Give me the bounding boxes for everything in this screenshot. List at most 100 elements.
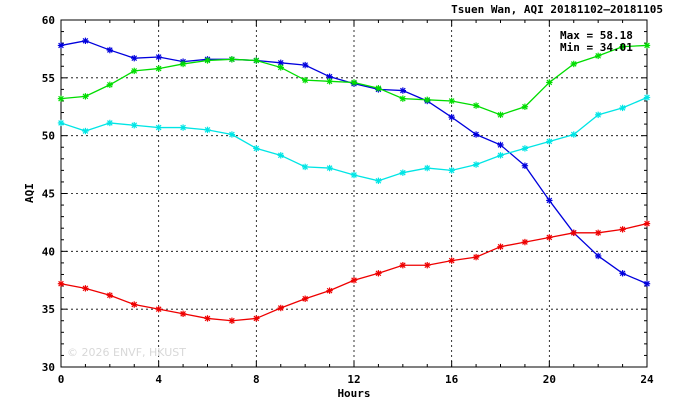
data-point [106,81,114,88]
data-point [57,119,65,127]
data-point [497,111,504,119]
data-point [570,229,577,237]
data-point [277,64,284,71]
data-point [131,67,138,75]
data-point [179,60,187,68]
data-point [375,270,382,277]
data-point [228,131,236,138]
y-tick-label: 50 [42,130,55,143]
data-point [448,113,455,121]
data-point [326,73,333,80]
data-point [253,145,260,152]
data-point [472,161,480,168]
data-point [594,111,602,119]
data-point [82,93,89,100]
data-point [253,57,260,64]
data-point [619,43,626,50]
x-tick-label: 24 [640,373,654,386]
data-point [619,226,626,233]
data-point [155,305,162,313]
data-point [472,253,480,261]
data-point [301,163,309,171]
y-tick-label: 35 [42,303,55,316]
data-point [106,119,114,127]
x-tick-labels: 0 4 8 12 16 20 24 [58,373,654,386]
x-tick-label: 0 [58,373,65,386]
data-point [57,280,65,287]
data-point [350,171,358,179]
data-point [594,229,602,237]
data-point [155,124,162,131]
data-point [301,61,309,69]
data-point [619,104,626,112]
y-tick-labels: 30 35 40 45 50 55 60 [42,14,55,374]
series-2 [57,94,651,184]
data-point [521,162,529,169]
data-point [131,122,138,129]
data-point [546,197,553,204]
data-point [106,292,114,299]
data-point [521,145,529,152]
data-point [204,57,211,64]
x-axis-title: Hours [337,387,370,400]
series-3 [57,220,651,324]
data-point [204,315,211,322]
data-point [521,238,529,246]
data-point [155,65,162,72]
y-tick-label: 45 [42,188,55,201]
data-point [570,131,577,138]
data-point [155,53,162,61]
y-tick-label: 30 [42,361,55,374]
data-point [399,95,407,102]
data-point [375,85,382,92]
x-tick-label: 16 [445,373,459,386]
data-point [546,138,553,145]
x-tick-label: 8 [253,373,260,386]
data-point [472,131,480,138]
y-tick-label: 60 [42,14,55,27]
data-point [619,270,626,277]
data-point [326,164,333,172]
data-point [424,96,431,104]
x-tick-label: 12 [347,373,360,386]
data-point [643,42,651,49]
series-line [60,96,648,182]
data-point [228,56,236,63]
data-point [643,280,651,287]
data-point [497,141,504,149]
data-point [57,42,65,49]
series-group [57,37,651,324]
data-point [350,277,358,284]
data-point [448,97,455,105]
y-tick-label: 55 [42,72,55,85]
data-point [57,95,65,102]
chart-title: Tsuen Wan, AQI 20181102—20181105 [451,3,663,16]
data-point [570,60,577,68]
data-point [82,37,89,45]
data-point [399,87,407,94]
data-point [106,46,114,54]
data-point [643,220,651,227]
data-point [497,243,504,250]
max-label: Max = 58.18 [560,29,633,42]
data-point [594,52,602,60]
data-point [375,177,382,184]
data-point [301,295,309,302]
data-point [82,285,89,292]
data-point [253,315,260,322]
min-label: Min = 34.01 [560,41,633,54]
data-point [448,167,455,174]
data-point [424,164,431,172]
data-point [546,234,553,241]
x-tick-label: 4 [155,373,162,386]
data-point [643,94,651,101]
x-tick-label: 20 [543,373,556,386]
data-point [350,79,358,86]
data-point [301,76,309,84]
data-point [399,169,407,176]
data-point [228,317,236,324]
watermark: © 2026 ENVF, HKUST [67,346,186,359]
plot-frame [60,19,648,368]
data-point [472,102,480,109]
